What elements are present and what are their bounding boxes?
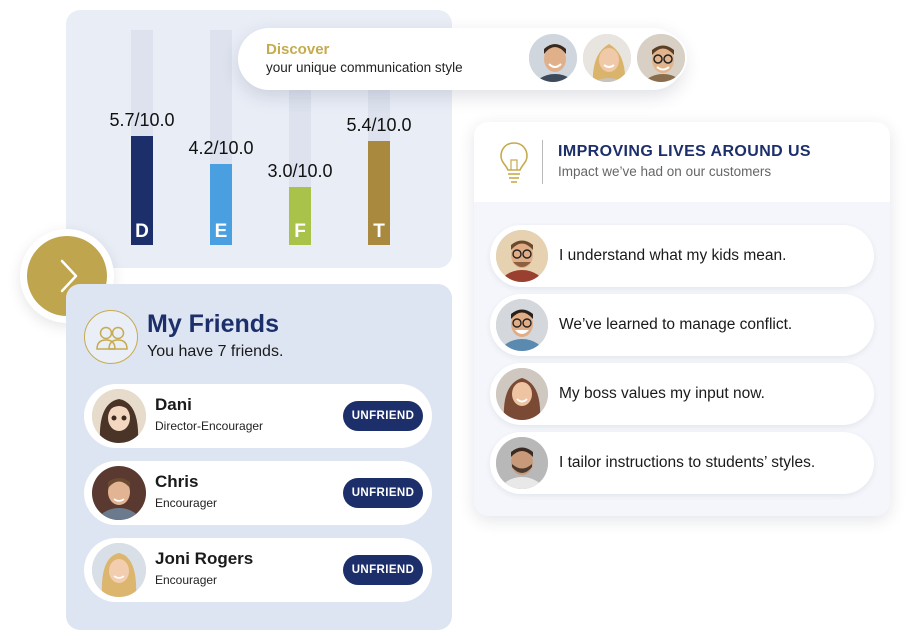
friend-name: Joni Rogers (155, 549, 254, 568)
woman-smiling-avatar (581, 32, 633, 84)
impact-header: IMPROVING LIVES AROUND US Impact we’ve h… (474, 122, 890, 202)
chevron-right-icon (60, 259, 78, 293)
bar-fill (131, 135, 153, 245)
unfriend-button[interactable]: UNFRIEND (343, 555, 423, 585)
bar-category-label: D (135, 221, 149, 242)
discover-title: Discover (266, 41, 330, 58)
friend-name: Dani (155, 395, 192, 414)
discover-banner[interactable]: Discover your unique communication style (238, 28, 687, 90)
bar-category-label: F (294, 221, 306, 242)
header-divider (542, 140, 543, 184)
lightbulb-icon (500, 142, 528, 183)
friends-title: My Friends (147, 310, 279, 338)
bar-fill (210, 164, 232, 245)
impact-card: IMPROVING LIVES AROUND US Impact we’ve h… (474, 122, 890, 516)
bar-fill (289, 187, 311, 245)
testimonial-text: I understand what my kids mean. (559, 247, 787, 264)
friend-role: Encourager (155, 496, 218, 510)
man-glasses-avatar (635, 32, 687, 84)
man-smiling-avatar (527, 32, 579, 84)
friend-row-dani: Dani Director-Encourager UNFRIEND (84, 384, 432, 448)
bar-value-label: 5.4/10.0 (346, 115, 412, 136)
blonde-woman-avatar (92, 543, 146, 597)
bar-value-label: 4.2/10.0 (188, 138, 254, 159)
impact-subtitle: Impact we’ve had on our customers (558, 164, 772, 179)
friend-role: Director-Encourager (155, 419, 264, 433)
anime-girl-avatar (92, 389, 146, 443)
friend-role: Encourager (155, 573, 218, 587)
man-glasses-laughing-avatar (496, 299, 548, 351)
testimonial-item: I understand what my kids mean. (490, 225, 874, 287)
impact-title: IMPROVING LIVES AROUND US (558, 143, 811, 160)
friends-count: You have 7 friends. (147, 343, 284, 360)
discover-avatars (527, 32, 687, 84)
testimonial-item: My boss values my input now. (490, 363, 874, 425)
people-icon (84, 310, 138, 364)
testimonial-text: My boss values my input now. (559, 385, 765, 402)
man-beard-avatar (496, 437, 548, 489)
unfriend-button[interactable]: UNFRIEND (343, 478, 423, 508)
bar-category-label: E (214, 221, 228, 242)
testimonial-item: I tailor instructions to students’ style… (490, 432, 874, 494)
discover-subtitle: your unique communication style (266, 60, 463, 75)
testimonial-text: I tailor instructions to students’ style… (559, 454, 816, 471)
boy-portrait-avatar (92, 466, 146, 520)
friends-panel: My Friends You have 7 friends. Dani Dire… (66, 284, 452, 630)
man-glasses-beard-avatar (496, 230, 548, 282)
friend-name: Chris (155, 472, 199, 491)
bar-fill (368, 141, 390, 245)
unfriend-button[interactable]: UNFRIEND (343, 401, 423, 431)
friend-row-chris: Chris Encourager UNFRIEND (84, 461, 432, 525)
bar-value-label: 3.0/10.0 (267, 161, 333, 182)
testimonial-item: We’ve learned to manage conflict. (490, 294, 874, 356)
friend-row-joni-rogers: Joni Rogers Encourager UNFRIEND (84, 538, 432, 602)
bar-value-label: 5.7/10.0 (109, 109, 175, 130)
woman-smiling-avatar (496, 368, 548, 420)
testimonial-text: We’ve learned to manage conflict. (559, 316, 793, 333)
bar-category-label: T (373, 221, 385, 242)
